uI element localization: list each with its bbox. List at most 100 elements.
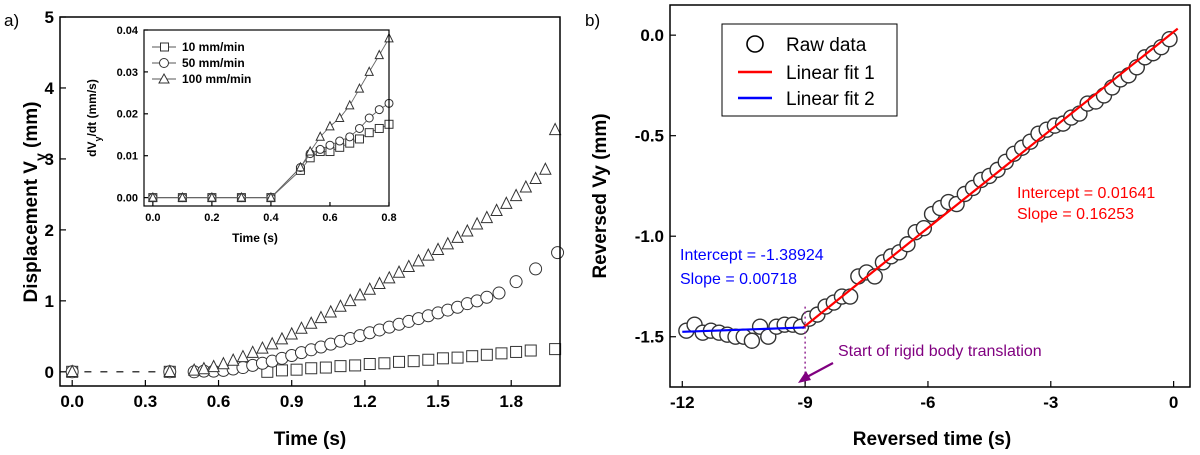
data-point-triangle xyxy=(304,316,318,329)
inset-point-triangle xyxy=(344,99,355,110)
x-tick-label: 0.2 xyxy=(204,212,219,224)
data-point-triangle xyxy=(402,259,416,273)
panel-a-y-ticks: 0 1 2 3 4 5 xyxy=(45,8,66,382)
x-tick-label: 0.6 xyxy=(207,392,231,411)
data-point-triangle xyxy=(461,223,474,237)
data-point-square xyxy=(349,359,362,372)
x-tick-label: 0.8 xyxy=(381,212,396,224)
data-point-triangle xyxy=(334,299,347,312)
y-tick-label: -1.5 xyxy=(635,328,664,347)
data-point-triangle xyxy=(324,304,338,318)
data-point-triangle xyxy=(500,196,513,209)
data-point-triangle xyxy=(363,282,377,295)
data-point-triangle xyxy=(285,326,299,340)
fit-2-annotation: Intercept = -1.38924 Slope = 0.00718 xyxy=(680,247,824,288)
inset-point-triangle xyxy=(207,191,217,202)
y-tick-label: 0.01 xyxy=(117,151,138,163)
data-point-square xyxy=(407,355,420,368)
circle-marker-icon xyxy=(746,35,764,53)
data-point-triangle xyxy=(314,310,328,324)
data-point-triangle xyxy=(65,364,79,378)
data-point-triangle xyxy=(490,203,503,216)
data-point-triangle xyxy=(197,361,211,375)
data-point-triangle xyxy=(529,171,542,185)
data-point-triangle xyxy=(451,230,464,243)
x-tick-label: 0.6 xyxy=(322,212,337,224)
panel-a-marks xyxy=(65,122,565,379)
data-point-square xyxy=(305,362,318,375)
data-point-triangle xyxy=(539,162,552,175)
inset-point-triangle xyxy=(315,131,326,141)
y-tick-label: -0.5 xyxy=(635,127,664,146)
data-point-triangle xyxy=(217,356,230,370)
data-point-triangle xyxy=(236,349,250,363)
data-point-square xyxy=(510,345,523,358)
x-tick-label: 1.8 xyxy=(499,392,523,411)
x-tick-label: 0 xyxy=(1169,393,1178,412)
inset-legend-label-100: 100 mm/min xyxy=(182,72,251,86)
inset-point-triangle xyxy=(364,66,375,76)
inset-point-square xyxy=(374,123,384,133)
inset-legend-label-50: 50 mm/min xyxy=(182,56,245,70)
data-point-square xyxy=(363,358,376,371)
data-point-triangle xyxy=(441,236,455,250)
panel-b-y-ticks: 0.0 -0.5 -1.0 -1.5 xyxy=(635,26,676,347)
inset-series-line xyxy=(152,102,390,199)
annotation-arrow-shaft xyxy=(804,362,834,379)
data-point-triangle xyxy=(187,362,201,376)
data-point-square xyxy=(378,357,391,370)
data-point-triangle xyxy=(275,331,289,345)
data-point-triangle xyxy=(226,353,240,366)
panel-b-x-ticks: -12 -9 -6 -3 0 xyxy=(670,381,1178,412)
data-point-triangle xyxy=(480,210,494,224)
x-tick-label: 0.0 xyxy=(145,212,160,224)
legend-entry-linear-fit-2: Linear fit 2 xyxy=(738,89,875,110)
data-point-square xyxy=(451,351,464,364)
data-point-triangle xyxy=(163,364,177,378)
panel-b-frame xyxy=(669,4,1191,388)
inset-legend: 10 mm/min 50 mm/min 100 mm/min xyxy=(152,40,251,86)
inset-point-circle xyxy=(335,136,345,146)
x-tick-label: 0.9 xyxy=(280,392,304,411)
data-point-square xyxy=(436,352,449,365)
data-point-triangle xyxy=(509,188,523,202)
data-point-triangle xyxy=(382,270,396,284)
triangle-marker-icon xyxy=(158,72,170,84)
legend-label-linear-fit-1: Linear fit 1 xyxy=(786,63,875,84)
data-point-circle xyxy=(492,286,506,300)
rigid-body-annotation: Start of rigid body translation xyxy=(798,343,1042,383)
inset-point-circle xyxy=(325,140,335,150)
x-tick-label: 0.0 xyxy=(60,392,84,411)
fit-1-slope: Slope = 0.16253 xyxy=(1017,206,1134,223)
y-tick-label: 0.03 xyxy=(117,67,138,79)
panel-a-plot: 0.0 0.3 0.6 0.9 1.2 1.5 1.8 0 1 2 3 4 5 Time (s) Di… xyxy=(21,8,565,450)
inset-x-label: Time (s) xyxy=(232,231,278,245)
raw-data-point xyxy=(1161,30,1178,48)
data-point-square xyxy=(334,360,347,373)
data-point-triangle xyxy=(207,359,220,373)
inset-point-triangle xyxy=(148,191,158,202)
data-point-square xyxy=(319,361,332,374)
fit-2-slope: Slope = 0.00718 xyxy=(680,271,797,288)
raw-data-point xyxy=(915,219,933,237)
data-point-triangle xyxy=(421,247,435,261)
y-tick-label: 0.04 xyxy=(117,25,139,37)
data-point-triangle xyxy=(256,340,269,354)
legend-entry-raw-data: Raw data xyxy=(746,35,867,56)
inset-legend-10: 10 mm/min xyxy=(152,40,245,54)
inset-point-triangle xyxy=(374,49,385,60)
panel-a-frame xyxy=(59,16,561,387)
y-tick-label: 0.0 xyxy=(640,26,664,45)
raw-data-point xyxy=(743,332,761,349)
square-marker-icon xyxy=(160,42,169,52)
data-point-triangle xyxy=(412,253,425,267)
inset-legend-label-10: 10 mm/min xyxy=(182,40,245,54)
y-tick-label: 5 xyxy=(45,8,54,27)
panel-a-label: a) xyxy=(4,11,19,30)
inset-y-ticks: 0.00 0.01 0.02 0.03 0.04 xyxy=(117,25,148,204)
inset-legend-50: 50 mm/min xyxy=(152,56,245,70)
circle-marker-icon xyxy=(159,58,169,68)
panel-b-legend: Raw data Linear fit 1 Linear fit 2 xyxy=(721,23,898,117)
x-tick-label: -3 xyxy=(1043,393,1058,412)
legend-label-linear-fit-2: Linear fit 2 xyxy=(786,89,875,110)
